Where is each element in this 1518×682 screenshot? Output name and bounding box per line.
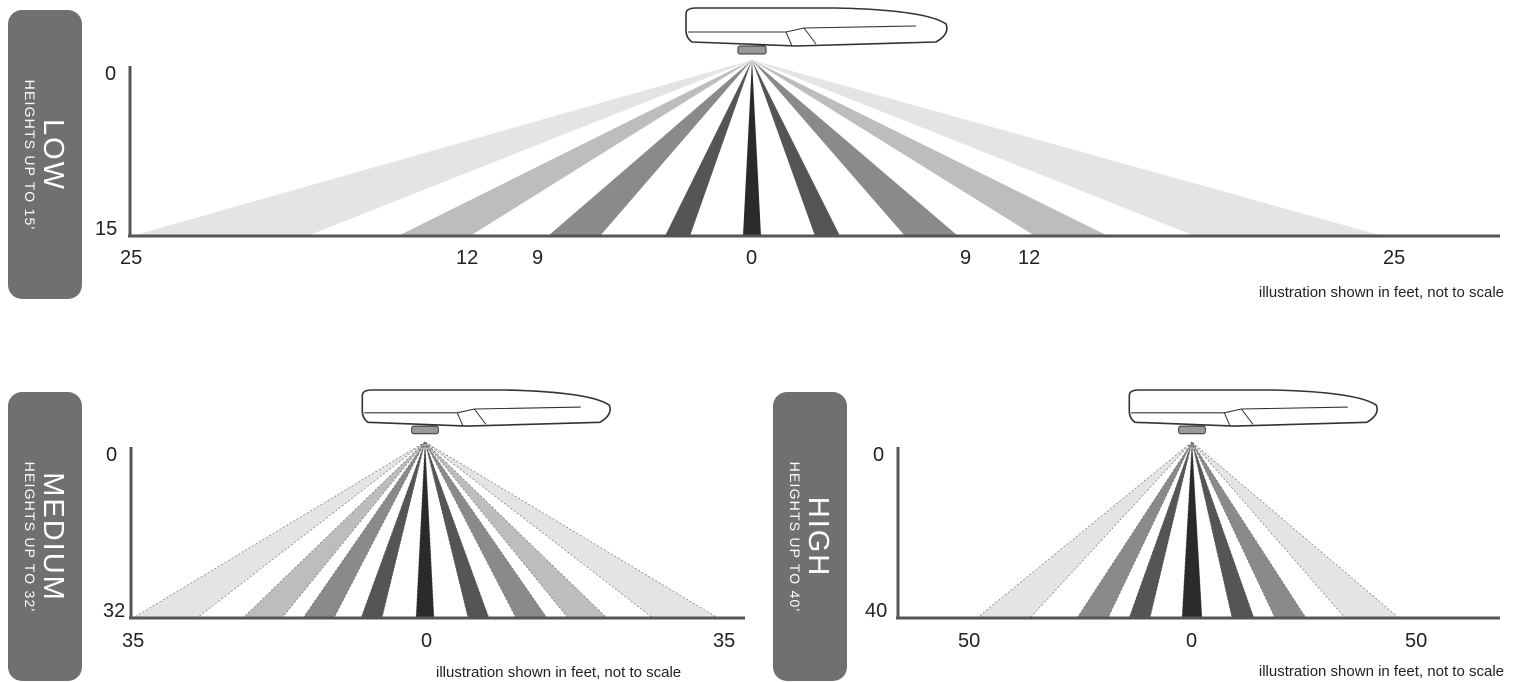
sensor-housing — [1128, 389, 1378, 427]
low-x-label: 12 — [1018, 247, 1040, 269]
high-scale-note: illustration shown in feet, not to scale — [1258, 663, 1504, 680]
coverage-beam — [752, 60, 958, 236]
coverage-beam — [398, 60, 752, 236]
low-x-label: 25 — [120, 247, 142, 269]
coverage-beam — [752, 60, 1108, 236]
sensor-housing-seam — [364, 406, 581, 414]
medium-coverage-group: 0 32 35 0 35 — [103, 389, 745, 652]
medium-y-label-bottom: 32 — [103, 600, 125, 622]
sensor-lens — [411, 425, 439, 435]
high-x-label: 0 — [1186, 630, 1197, 652]
medium-scale-note: illustration shown in feet, not to scale — [436, 664, 682, 681]
medium-x-label: 0 — [421, 630, 432, 652]
sensor-housing-seam — [688, 25, 917, 33]
coverage-beam — [752, 60, 1383, 236]
high-y-label-bottom: 40 — [865, 600, 887, 622]
low-y-label-bottom: 15 — [95, 218, 117, 240]
low-x-label: 9 — [532, 247, 543, 269]
high-x-label: 50 — [958, 630, 980, 652]
coverage-beam — [743, 60, 761, 236]
coverage-beam — [424, 441, 548, 619]
coverage-beam — [424, 441, 608, 619]
high-coverage-group: 0 40 50 0 50 — [865, 389, 1500, 652]
high-coverage-beams — [976, 441, 1400, 619]
medium-y-label-top: 0 — [106, 444, 117, 466]
high-height-tab: HIGH HEIGHTS UP TO 40' — [773, 392, 847, 681]
medium-x-label: 35 — [713, 630, 735, 652]
sensor-housing — [685, 7, 948, 47]
coverage-beam — [976, 441, 1193, 619]
low-y-label-top: 0 — [105, 63, 116, 85]
medium-coverage-beams — [131, 441, 720, 619]
coverage-beam — [302, 441, 426, 619]
low-x-label: 12 — [456, 247, 478, 269]
coverage-beam — [132, 60, 752, 236]
high-sensor-device — [1128, 389, 1378, 435]
sensor-lens — [1178, 425, 1206, 435]
low-coverage-group: 0 15 25 12 9 0 9 12 25 — [95, 7, 1500, 269]
high-y-label-top: 0 — [873, 444, 884, 466]
coverage-beam — [665, 60, 752, 236]
sensor-lens — [737, 45, 767, 55]
coverage-beam — [548, 60, 752, 236]
low-height-tab: LOW HEIGHTS UP TO 15' — [8, 10, 82, 299]
coverage-beam — [1191, 441, 1255, 619]
sensor-housing-seam — [1223, 408, 1254, 427]
high-x-label: 50 — [1405, 630, 1427, 652]
low-x-label: 0 — [746, 247, 757, 269]
coverage-beam — [752, 60, 840, 236]
sensor-housing-seam — [1131, 406, 1348, 414]
medium-x-label: 35 — [122, 630, 144, 652]
low-x-label: 9 — [960, 247, 971, 269]
low-scale-note: illustration shown in feet, not to scale — [1258, 284, 1504, 301]
coverage-beam — [1191, 441, 1400, 619]
low-sensor-device — [685, 7, 948, 55]
coverage-beam — [424, 441, 490, 619]
medium-sensor-device — [361, 389, 611, 435]
coverage-beam — [1191, 441, 1307, 619]
medium-height-tab: MEDIUM HEIGHTS UP TO 32' — [8, 392, 82, 681]
coverage-beam — [415, 441, 435, 619]
sensor-housing-seam — [785, 27, 817, 47]
sensor-housing — [361, 389, 611, 427]
low-coverage-beams — [132, 60, 1383, 236]
coverage-beam — [1181, 441, 1203, 619]
sensor-housing-seam — [456, 408, 487, 427]
low-x-label: 25 — [1383, 247, 1405, 269]
